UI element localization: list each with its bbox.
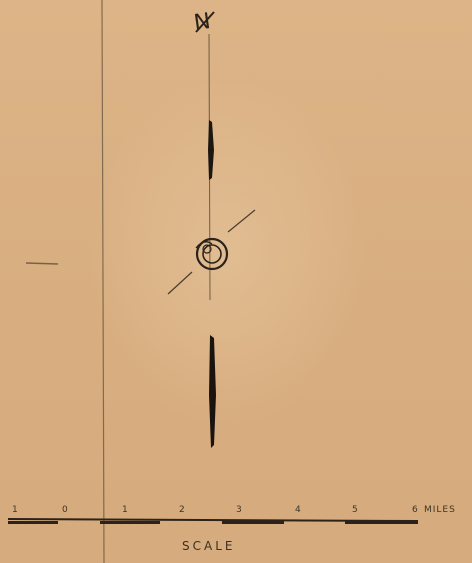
scale-title: SCALE <box>182 539 236 553</box>
upper-feature <box>208 120 214 180</box>
scale-tick: 6 <box>412 505 419 515</box>
north-arrow-icon <box>195 11 215 33</box>
compass-rose-icon <box>167 209 256 295</box>
scale-tick: 4 <box>295 505 302 515</box>
scale-tick: 2 <box>179 505 186 515</box>
scale-tick: 5 <box>352 505 359 515</box>
scale-bar <box>7 518 419 524</box>
scale-tick: 1 <box>12 505 19 515</box>
north-label: N <box>192 8 213 37</box>
scale-tick: 1 <box>122 505 129 515</box>
scale-tick: 0 <box>62 505 69 515</box>
meridian-line <box>101 0 105 563</box>
scale-tick: 3 <box>236 505 243 515</box>
left-mark <box>25 262 59 265</box>
scale-unit: MILES <box>424 505 456 515</box>
lower-feature <box>209 335 216 448</box>
